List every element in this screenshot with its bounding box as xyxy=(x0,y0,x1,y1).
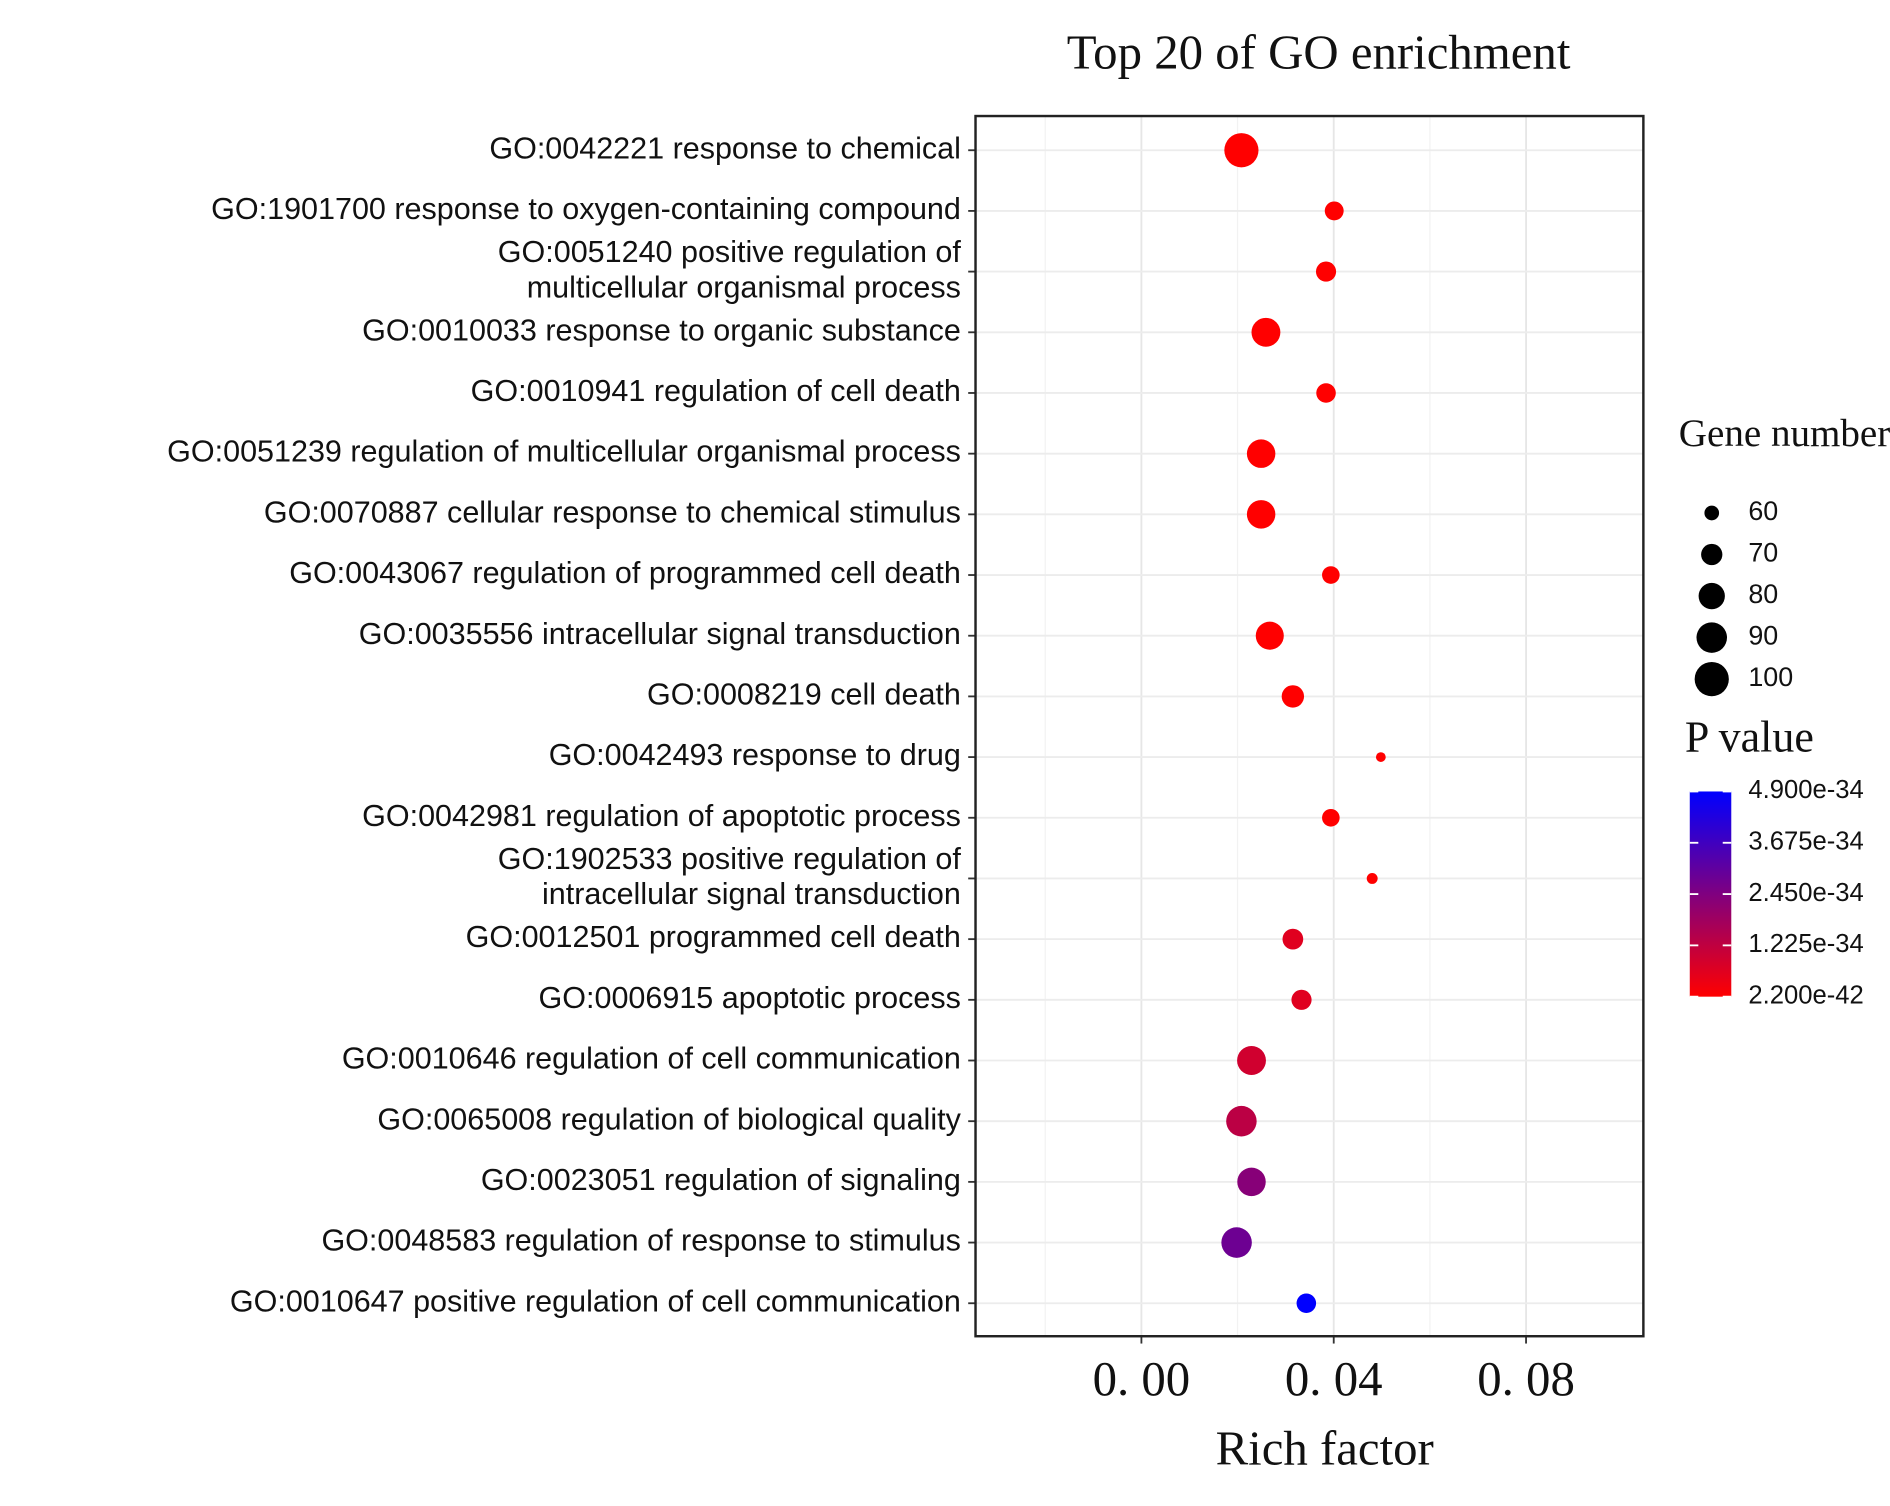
point xyxy=(1291,989,1312,1010)
chart-title: Top 20 of GO enrichment xyxy=(1067,25,1571,80)
y-tick-label: GO:0023051 regulation of signaling xyxy=(481,1163,961,1197)
point xyxy=(1375,752,1386,762)
colorbar-label: 3.675e-34 xyxy=(1748,828,1863,856)
point xyxy=(1282,928,1304,950)
y-tick-label: GO:0010941 regulation of cell death xyxy=(471,374,961,408)
y-tick-label: GO:0065008 regulation of biological qual… xyxy=(377,1102,961,1136)
colorbar-label: 2.450e-34 xyxy=(1748,879,1863,907)
point xyxy=(1246,439,1276,468)
colorbar-label: 4.900e-34 xyxy=(1748,776,1863,804)
y-tick-label: intracellular signal transduction xyxy=(542,877,961,911)
y-tick-label: GO:0048583 regulation of response to sti… xyxy=(321,1224,960,1258)
size-legend-label: 70 xyxy=(1748,538,1778,568)
size-legend-key xyxy=(1698,582,1725,610)
point xyxy=(1322,566,1340,584)
point xyxy=(1322,808,1340,827)
plot-background xyxy=(975,116,1644,1337)
size-legend-label: 90 xyxy=(1748,621,1778,651)
y-tick-label: multicellular organismal process xyxy=(527,270,961,304)
y-tick-label: GO:0012501 programmed cell death xyxy=(466,920,961,954)
y-tick-label: GO:0043067 regulation of programmed cell… xyxy=(289,556,961,590)
point xyxy=(1324,201,1344,221)
x-axis-label: Rich factor xyxy=(1216,1421,1434,1476)
x-tick-label: 0. 04 xyxy=(1285,1351,1383,1406)
y-tick-label: GO:1902533 positive regulation of xyxy=(498,842,962,876)
y-tick-label: GO:0070887 cellular response to chemical… xyxy=(264,495,961,529)
y-tick-label: GO:0010646 regulation of cell communicat… xyxy=(342,1042,961,1076)
size-legend-key xyxy=(1701,543,1723,566)
point xyxy=(1251,317,1281,347)
color-legend-title: P value xyxy=(1685,712,1814,761)
point xyxy=(1255,621,1284,650)
size-legend-key xyxy=(1694,662,1729,697)
point xyxy=(1366,872,1378,884)
point xyxy=(1226,1105,1257,1137)
point xyxy=(1237,1167,1266,1197)
size-legend-title: Gene number xyxy=(1679,412,1890,455)
size-legend-label: 100 xyxy=(1748,662,1793,692)
size-legend-label: 80 xyxy=(1748,579,1778,609)
y-tick-label: GO:1901700 response to oxygen-containing… xyxy=(211,192,961,226)
point xyxy=(1316,383,1336,403)
plot-border xyxy=(974,114,1645,1338)
y-tick-label: GO:0042493 response to drug xyxy=(549,738,961,772)
point xyxy=(1315,261,1337,282)
y-tick-label: GO:0042221 response to chemical xyxy=(489,131,960,165)
point xyxy=(1221,1227,1252,1258)
size-legend-label: 60 xyxy=(1748,496,1778,526)
y-tick-label: GO:0051239 regulation of multicellular o… xyxy=(167,435,961,469)
size-legend-key xyxy=(1704,505,1720,521)
y-tick-label: GO:0051240 positive regulation of xyxy=(498,235,962,269)
colorbar-label: 2.200e-42 xyxy=(1748,981,1863,1009)
y-tick-label: GO:0035556 intracellular signal transduc… xyxy=(359,617,961,651)
y-tick-label: GO:0042981 regulation of apoptotic proce… xyxy=(362,799,961,833)
x-tick-label: 0. 08 xyxy=(1477,1351,1575,1406)
point xyxy=(1224,133,1259,168)
x-tick-label: 0. 00 xyxy=(1093,1351,1191,1406)
y-tick-label: GO:0008219 cell death xyxy=(647,677,961,711)
size-legend-key xyxy=(1696,622,1727,653)
y-tick-label: GO:0010033 response to organic substance xyxy=(362,313,961,347)
point xyxy=(1237,1046,1266,1075)
colorbar-label: 1.225e-34 xyxy=(1748,930,1863,958)
point xyxy=(1281,685,1305,708)
point xyxy=(1296,1293,1317,1314)
y-tick-label: GO:0010647 positive regulation of cell c… xyxy=(230,1284,961,1318)
point xyxy=(1246,500,1276,529)
y-tick-label: GO:0006915 apoptotic process xyxy=(539,981,961,1015)
